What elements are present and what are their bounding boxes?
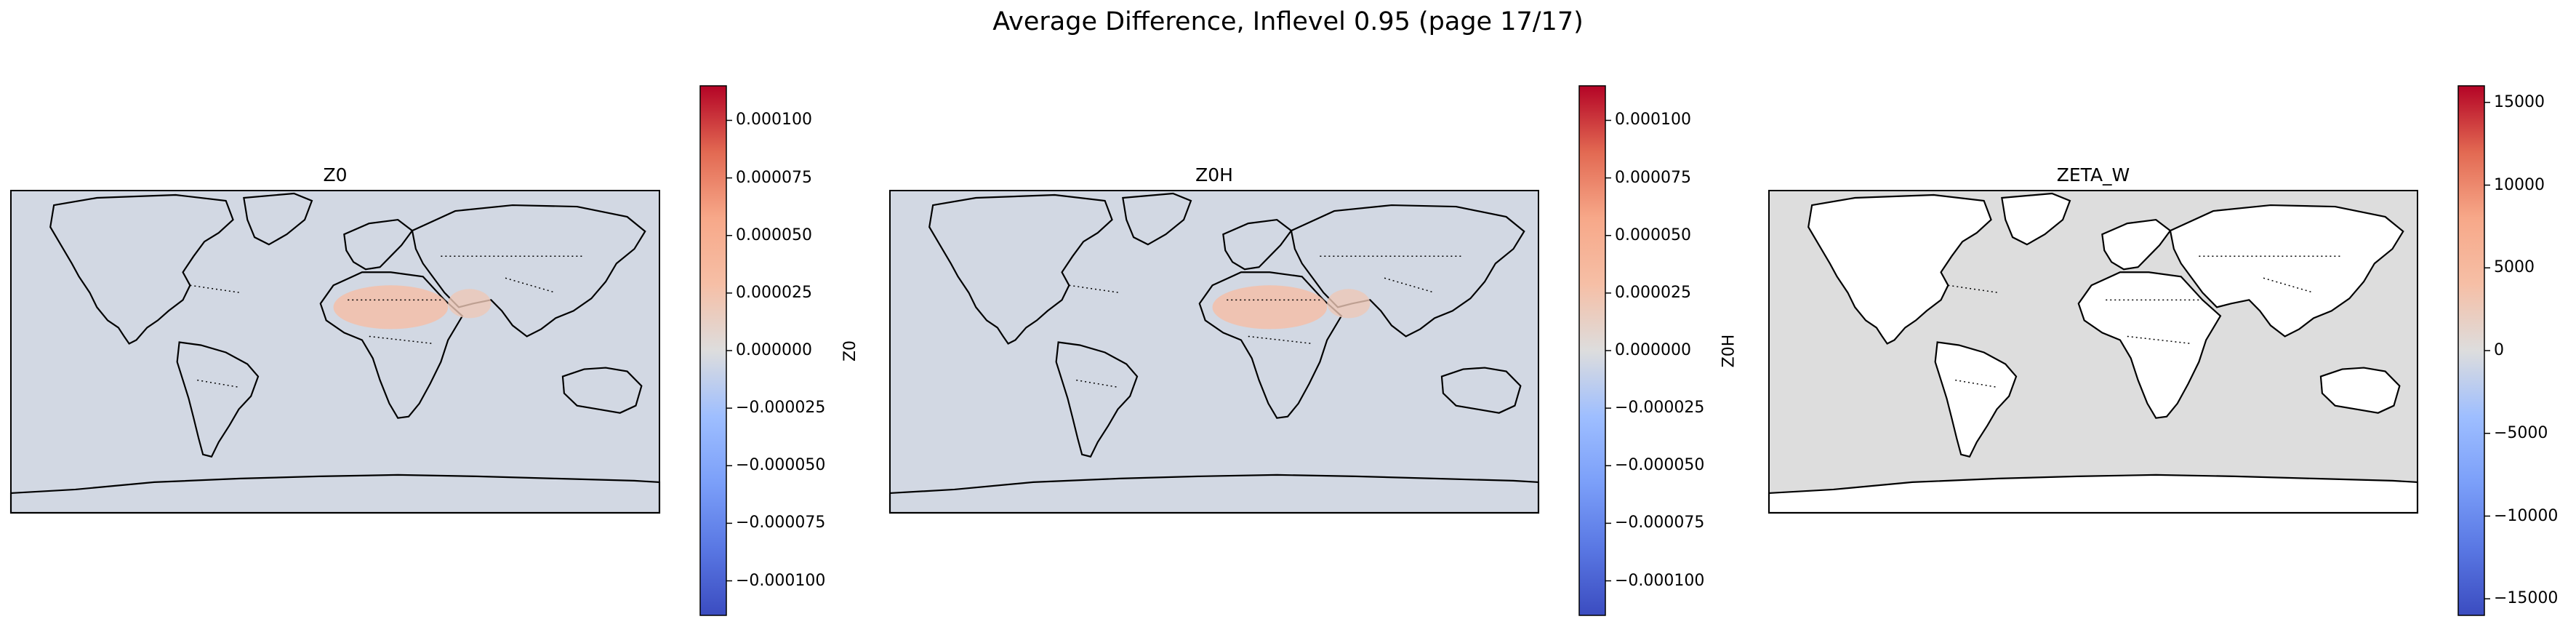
- map-panel-1: [9, 85, 732, 616]
- colorbar: [699, 85, 727, 616]
- colorbar-tick-label: −0.000050: [736, 456, 826, 475]
- country-borders: [1948, 256, 2342, 387]
- colorbar-tick-label: 0.000025: [1615, 283, 1691, 302]
- colorbar-tick-label: 0.000050: [1615, 225, 1691, 244]
- country-borders: [1069, 256, 1463, 387]
- map-title: Z0: [323, 164, 348, 185]
- colorbar-tick-label: −5000: [2494, 423, 2548, 442]
- colorbar-tick-label: −0.000075: [1615, 514, 1705, 532]
- highlight-arabia: [1327, 289, 1371, 319]
- colorbar-tick-label: −15000: [2494, 589, 2559, 608]
- colorbar-label: Z0: [840, 340, 859, 362]
- colorbar-tick-label: 0.000100: [1615, 111, 1691, 129]
- map-frame: [889, 190, 1539, 514]
- colorbar-tick-label: 0: [2494, 341, 2504, 359]
- colorbar-tick-label: 10000: [2494, 175, 2545, 194]
- map-field: [11, 191, 659, 513]
- map-panel-2: [888, 85, 1611, 616]
- colorbar-tick-label: −0.000050: [1615, 456, 1705, 475]
- highlight-sahara: [1212, 285, 1328, 330]
- colorbar: [1578, 85, 1606, 616]
- colorbar-tick-label: 0.000025: [736, 283, 812, 302]
- colorbar-tick-label: 0.000050: [736, 225, 812, 244]
- colorbar-tick-label: −0.000025: [736, 399, 826, 418]
- colorbar-tick-label: 0.000000: [736, 341, 812, 359]
- colorbar: [2457, 85, 2485, 616]
- map-title: Z0H: [1195, 164, 1233, 185]
- figure-title: Average Difference, Inflevel 0.95 (page …: [992, 7, 1584, 36]
- country-borders: [190, 256, 584, 387]
- colorbar-tick-label: 0.000100: [736, 111, 812, 129]
- colorbar-label: Z0H: [1720, 334, 1738, 367]
- colorbar-tick-label: 0.000075: [736, 168, 812, 187]
- colorbar-tick-label: −0.000075: [736, 514, 826, 532]
- highlight-arabia: [448, 289, 491, 319]
- colorbar-tick-label: −0.000100: [1615, 571, 1705, 590]
- colorbar-tick-label: 15000: [2494, 92, 2545, 111]
- colorbar-tick-label: −0.000025: [1615, 399, 1705, 418]
- colorbar-tick-label: −10000: [2494, 506, 2559, 525]
- colorbar-tick-label: 5000: [2494, 258, 2535, 277]
- colorbar-tick-label: 0.000000: [1615, 341, 1691, 359]
- map-panel-3: [1768, 85, 2490, 616]
- colorbar-tick-label: −0.000100: [736, 571, 826, 590]
- colorbar-tick-label: 0.000075: [1615, 168, 1691, 187]
- map-field: [890, 191, 1538, 513]
- map-frame: [1768, 190, 2418, 514]
- map-title: ZETA_W: [2056, 164, 2130, 185]
- map-frame: [10, 190, 660, 514]
- highlight-sahara: [333, 285, 449, 330]
- land-masses: [888, 192, 1540, 514]
- land-masses: [9, 192, 661, 514]
